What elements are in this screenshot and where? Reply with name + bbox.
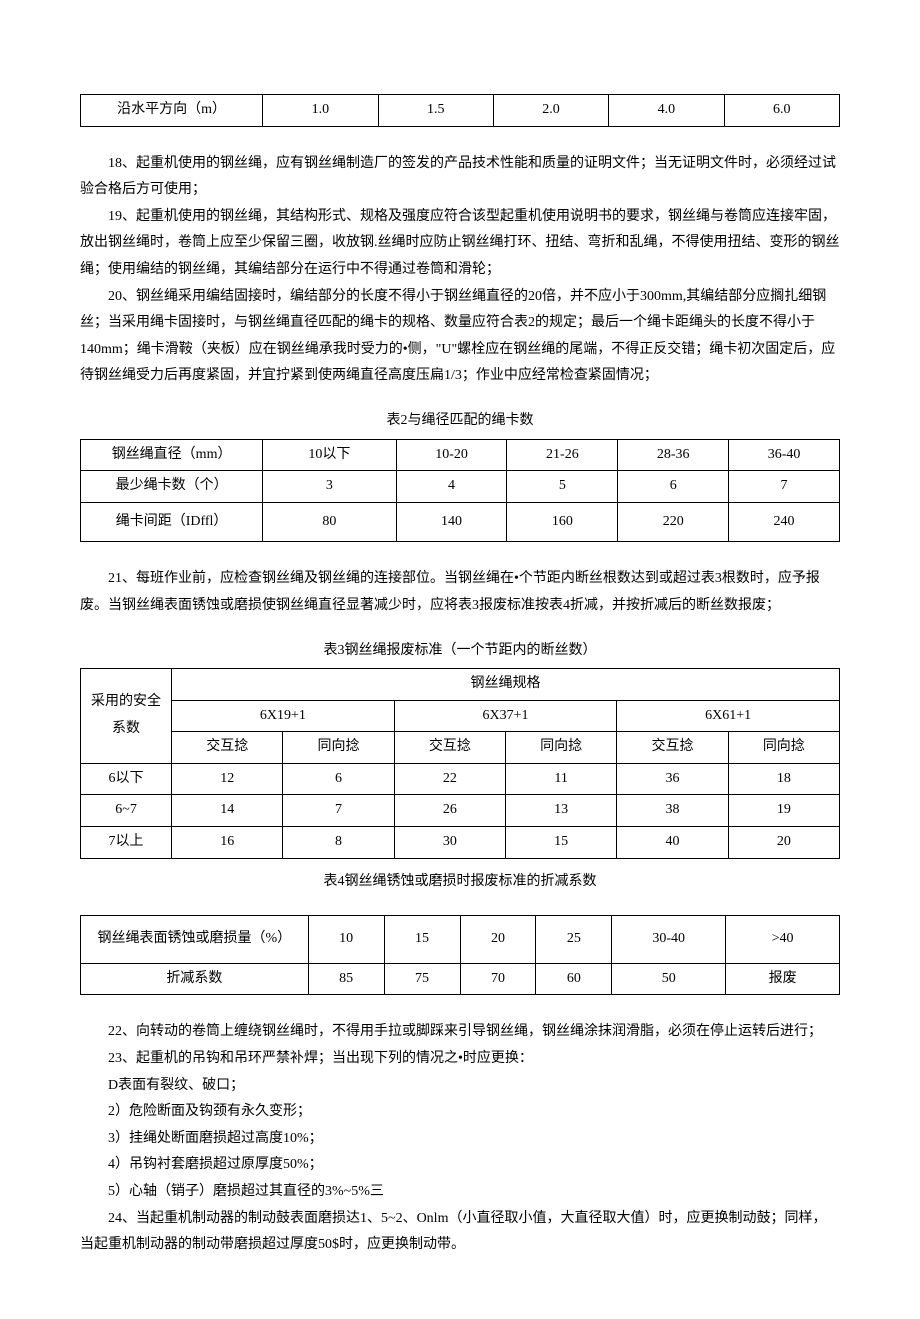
t2-r1-2: 21-26 [507, 439, 618, 471]
paragraph-item2: 2）危险断面及钩颈有永久变形； [80, 1099, 840, 1126]
t4-r2-1: 75 [384, 963, 460, 995]
t2-r2-4: 7 [729, 471, 840, 503]
t4-r2-5: 报废 [726, 963, 840, 995]
table-reduction-factor: 钢丝绳表面锈蚀或磨损量（%） 10 15 20 25 30-40 >40 折减系… [80, 915, 840, 995]
paragraph-21: 21、每班作业前，应检查钢丝绳及钢丝绳的连接部位。当钢丝绳在•个节距内断丝根数达… [80, 566, 840, 619]
t3-r3-3: 15 [506, 827, 617, 859]
paragraph-20: 20、钢丝绳采用编结固接时，编结部分的长度不得小于钢丝绳直径的20倍，并不应小于… [80, 284, 840, 390]
t3-r1-5: 18 [728, 763, 839, 795]
t3-r1-4: 36 [617, 763, 728, 795]
t4-r1-2: 20 [460, 916, 536, 964]
table-horizontal-direction: 沿水平方向（m） 1.0 1.5 2.0 4.0 6.0 [80, 94, 840, 127]
t2-r2-1: 4 [396, 471, 507, 503]
t3-r3-4: 40 [617, 827, 728, 859]
paragraph-23: 23、起重机的吊钩和吊环严禁补焊；当出现下列的情况之•时应更换： [80, 1046, 840, 1073]
t2-r2-0: 3 [263, 471, 396, 503]
t1-c0: 1.0 [263, 95, 378, 127]
table3-caption: 表3钢丝绳报废标准（一个节距内的断丝数） [80, 638, 840, 665]
t3-s3a: 交互捻 [617, 732, 728, 764]
t2-r3-label: 绳卡间距（IDffl） [81, 502, 263, 542]
t2-r2-label: 最少绳卡数（个） [81, 471, 263, 503]
t1-row-label: 沿水平方向（m） [81, 95, 263, 127]
t3-spec3: 6X61+1 [617, 700, 840, 732]
t3-r3-2: 30 [394, 827, 505, 859]
paragraph-18: 18、起重机使用的钢丝绳，应有钢丝绳制造厂的签发的产品技术性能和质量的证明文件；… [80, 151, 840, 204]
paragraph-item3: 3）挂绳处断面磨损超过高度10%； [80, 1126, 840, 1153]
t1-c4: 6.0 [724, 95, 839, 127]
t3-spec-header: 钢丝绳规格 [172, 669, 840, 701]
t3-r2-label: 6~7 [81, 795, 172, 827]
table4-caption: 表4钢丝绳锈蚀或磨损时报废标准的折减系数 [80, 869, 840, 896]
t2-r1-0: 10以下 [263, 439, 396, 471]
t4-r2-0: 85 [308, 963, 384, 995]
t3-r1-2: 22 [394, 763, 505, 795]
t2-r1-1: 10-20 [396, 439, 507, 471]
t3-r2-5: 19 [728, 795, 839, 827]
t1-c2: 2.0 [493, 95, 608, 127]
paragraph-D: D表面有裂纹、破口； [80, 1073, 840, 1100]
t4-r1-0: 10 [308, 916, 384, 964]
paragraph-item4: 4）吊钩衬套磨损超过原厚度50%； [80, 1152, 840, 1179]
table-rope-clips: 钢丝绳直径（mm） 10以下 10-20 21-26 28-36 36-40 最… [80, 439, 840, 543]
paragraph-22: 22、向转动的卷筒上缠绕钢丝绳时，不得用手拉或脚踩来引导钢丝绳，钢丝绳涂抹润滑脂… [80, 1019, 840, 1046]
t2-r1-4: 36-40 [729, 439, 840, 471]
t2-r1-label: 钢丝绳直径（mm） [81, 439, 263, 471]
t3-r1-label: 6以下 [81, 763, 172, 795]
t3-r1-0: 12 [172, 763, 283, 795]
t3-r2-4: 38 [617, 795, 728, 827]
t3-r1-3: 11 [506, 763, 617, 795]
t3-r3-0: 16 [172, 827, 283, 859]
t2-r2-3: 6 [618, 471, 729, 503]
t2-r3-4: 240 [729, 502, 840, 542]
t1-c3: 4.0 [609, 95, 724, 127]
t3-r2-1: 7 [283, 795, 394, 827]
paragraph-item5: 5）心轴（销子）磨损超过其直径的3%~5%三 [80, 1179, 840, 1206]
t3-r3-5: 20 [728, 827, 839, 859]
paragraph-24: 24、当起重机制动器的制动鼓表面磨损达1、5~2、Onlm（小直径取小值，大直径… [80, 1206, 840, 1259]
t2-r3-0: 80 [263, 502, 396, 542]
table2-caption: 表2与绳径匹配的绳卡数 [80, 408, 840, 435]
t2-r3-3: 220 [618, 502, 729, 542]
t3-s1a: 交互捻 [172, 732, 283, 764]
t3-s2a: 交互捻 [394, 732, 505, 764]
t4-r2-4: 50 [612, 963, 726, 995]
t3-r3-label: 7以上 [81, 827, 172, 859]
t3-r3-1: 8 [283, 827, 394, 859]
t3-s2b: 同向捻 [506, 732, 617, 764]
t2-r2-2: 5 [507, 471, 618, 503]
t2-r3-1: 140 [396, 502, 507, 542]
t3-spec1: 6X19+1 [172, 700, 395, 732]
t4-r1-3: 25 [536, 916, 612, 964]
t3-s1b: 同向捻 [283, 732, 394, 764]
t4-r1-label: 钢丝绳表面锈蚀或磨损量（%） [81, 916, 309, 964]
paragraph-19: 19、起重机使用的钢丝绳，其结构形式、规格及强度应符合该型起重机使用说明书的要求… [80, 204, 840, 284]
t3-r2-0: 14 [172, 795, 283, 827]
t3-spec2: 6X37+1 [394, 700, 617, 732]
t3-s3b: 同向捻 [728, 732, 839, 764]
t3-r1-1: 6 [283, 763, 394, 795]
t4-r1-5: >40 [726, 916, 840, 964]
t4-r2-label: 折减系数 [81, 963, 309, 995]
t2-r3-2: 160 [507, 502, 618, 542]
t3-safety-header: 采用的安全系数 [81, 669, 172, 764]
t4-r2-3: 60 [536, 963, 612, 995]
t3-r2-3: 13 [506, 795, 617, 827]
t2-r1-3: 28-36 [618, 439, 729, 471]
t1-c1: 1.5 [378, 95, 493, 127]
t4-r1-1: 15 [384, 916, 460, 964]
t4-r1-4: 30-40 [612, 916, 726, 964]
t3-r2-2: 26 [394, 795, 505, 827]
table-scrap-standard: 采用的安全系数 钢丝绳规格 6X19+1 6X37+1 6X61+1 交互捻 同… [80, 668, 840, 859]
t4-r2-2: 70 [460, 963, 536, 995]
